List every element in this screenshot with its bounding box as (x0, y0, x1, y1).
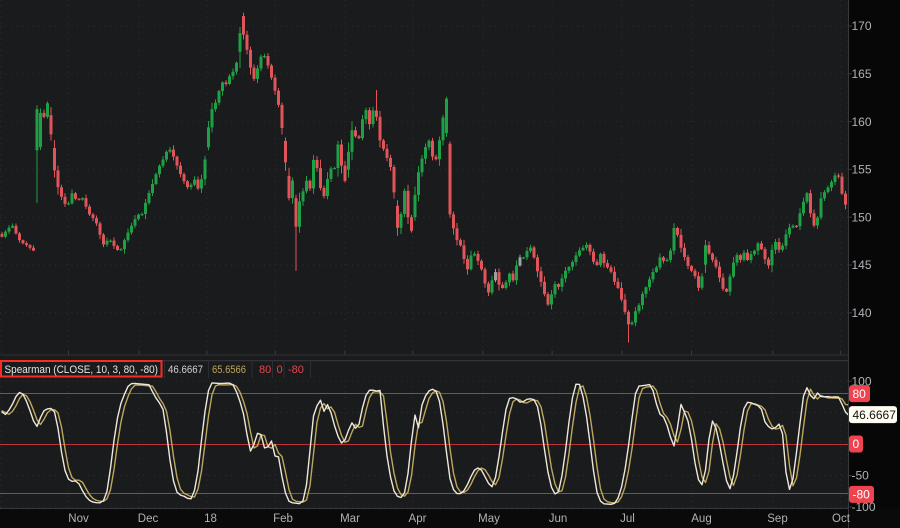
svg-text:140: 140 (852, 306, 872, 320)
svg-text:100: 100 (852, 374, 872, 388)
svg-text:170: 170 (852, 19, 872, 33)
svg-text:80: 80 (853, 387, 867, 401)
svg-text:0: 0 (277, 364, 283, 376)
svg-text:Jun: Jun (549, 513, 568, 525)
svg-text:155: 155 (852, 163, 872, 177)
svg-text:Dec: Dec (138, 513, 159, 525)
svg-text:Nov: Nov (68, 513, 89, 525)
svg-text:80: 80 (259, 364, 271, 376)
svg-text:Spearman (CLOSE, 10, 3, 80, -8: Spearman (CLOSE, 10, 3, 80, -80) (5, 364, 159, 376)
svg-text:May: May (478, 513, 500, 525)
svg-text:Feb: Feb (273, 513, 293, 525)
svg-text:65.6566: 65.6566 (212, 364, 246, 376)
svg-text:-50: -50 (852, 469, 870, 483)
svg-text:46.6667: 46.6667 (168, 364, 203, 376)
svg-text:46.6667: 46.6667 (853, 408, 897, 422)
svg-text:-80: -80 (853, 488, 871, 502)
svg-text:-100: -100 (852, 500, 876, 514)
svg-text:Aug: Aug (691, 513, 711, 525)
svg-text:160: 160 (852, 115, 872, 129)
svg-text:Jul: Jul (620, 513, 635, 525)
svg-text:-80: -80 (288, 364, 304, 376)
svg-text:Oct: Oct (832, 513, 851, 525)
svg-text:150: 150 (852, 210, 872, 224)
svg-text:0: 0 (853, 437, 860, 451)
svg-text:Mar: Mar (340, 513, 360, 525)
svg-text:18: 18 (204, 513, 217, 525)
svg-text:165: 165 (852, 67, 872, 81)
svg-text:Sep: Sep (767, 513, 787, 525)
svg-text:Apr: Apr (409, 513, 427, 525)
svg-text:145: 145 (852, 258, 872, 272)
